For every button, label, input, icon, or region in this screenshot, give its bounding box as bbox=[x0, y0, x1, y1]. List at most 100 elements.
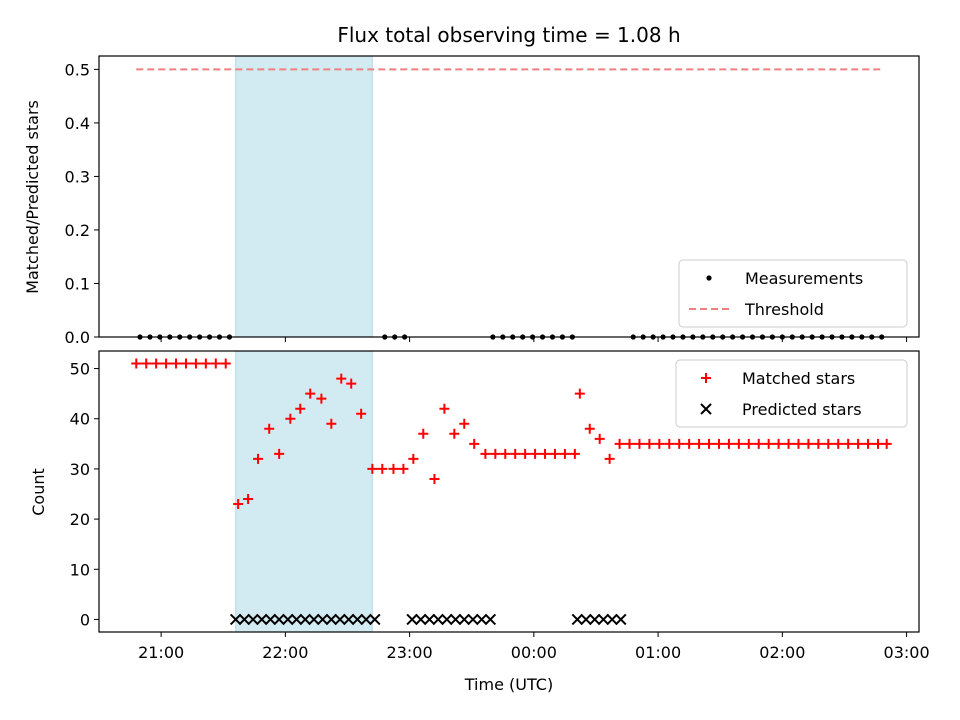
point-1-26 bbox=[484, 613, 497, 626]
xtick-label-0: 21:00 bbox=[138, 643, 184, 662]
series-matched-stars bbox=[131, 358, 892, 510]
point-0-7 bbox=[200, 358, 211, 369]
point-0-52 bbox=[654, 438, 665, 449]
legend-label-1: Predicted stars bbox=[742, 400, 862, 419]
point-0-36 bbox=[500, 448, 511, 459]
point-1-29 bbox=[589, 613, 601, 626]
ytick-label-ratio-1: 0.1 bbox=[65, 274, 90, 293]
legend-swatch-0 bbox=[701, 373, 711, 383]
point-0-59 bbox=[723, 438, 734, 449]
point-0-71 bbox=[843, 438, 854, 449]
point-0-13 bbox=[264, 423, 275, 434]
point-0-50 bbox=[634, 438, 645, 449]
point-1-4 bbox=[264, 613, 277, 626]
xtick-label-6: 03:00 bbox=[884, 643, 930, 662]
point-1-8 bbox=[299, 613, 311, 626]
point-1-6 bbox=[282, 613, 294, 626]
point-0-1 bbox=[141, 358, 152, 369]
point-0-26 bbox=[398, 463, 409, 474]
point-0-32 bbox=[459, 418, 470, 429]
point-0-64 bbox=[773, 438, 784, 449]
point-1-27 bbox=[571, 613, 584, 626]
point-0-9 bbox=[220, 358, 231, 369]
point-1-20 bbox=[432, 613, 444, 626]
point-0-0 bbox=[131, 358, 142, 369]
point-1-31 bbox=[606, 613, 618, 626]
legend-ratio: Measurements Threshold bbox=[678, 259, 908, 328]
point-1-11 bbox=[325, 613, 338, 626]
point-0-38 bbox=[520, 448, 531, 459]
point-0-23 bbox=[367, 463, 378, 474]
point-0-28 bbox=[418, 428, 429, 439]
series-predicted-stars bbox=[229, 613, 627, 626]
point-0-24 bbox=[377, 463, 388, 474]
xlabel: Time (UTC) bbox=[464, 675, 553, 694]
point-0-51 bbox=[644, 438, 655, 449]
ytick-label-count-3: 30 bbox=[70, 460, 90, 479]
point-0-35 bbox=[490, 448, 501, 459]
point-0-57 bbox=[704, 438, 715, 449]
ytick-label-count-0: 0 bbox=[80, 610, 90, 629]
point-0-54 bbox=[674, 438, 685, 449]
point-0-53 bbox=[664, 438, 675, 449]
legend-box-ratio bbox=[678, 259, 908, 328]
legend-swatch-0 bbox=[706, 275, 712, 281]
ytick-label-count-4: 40 bbox=[70, 410, 90, 429]
point-0-37 bbox=[510, 448, 521, 459]
ylabel-ratio: Matched/Predicted stars bbox=[23, 100, 42, 294]
shaded-region-ratio bbox=[235, 55, 373, 338]
point-0-21 bbox=[346, 378, 357, 389]
point-0-58 bbox=[713, 438, 724, 449]
point-0-69 bbox=[823, 438, 834, 449]
point-0-42 bbox=[559, 448, 570, 459]
point-0-60 bbox=[733, 438, 744, 449]
point-0-74 bbox=[873, 438, 883, 449]
point-1-14 bbox=[351, 613, 364, 626]
point-0-18 bbox=[316, 393, 327, 404]
point-0-19 bbox=[326, 418, 337, 429]
ytick-label-ratio-2: 0.2 bbox=[65, 221, 90, 240]
frame-ratio bbox=[98, 55, 920, 338]
legend-swatch-1 bbox=[700, 403, 712, 415]
point-1-25 bbox=[475, 613, 488, 626]
point-1-28 bbox=[580, 613, 592, 626]
point-0-5 bbox=[180, 358, 191, 369]
point-0-22 bbox=[356, 408, 367, 419]
point-0-72 bbox=[853, 438, 864, 449]
point-1-2 bbox=[247, 613, 259, 626]
point-0-33 bbox=[469, 438, 480, 449]
point-0-15 bbox=[285, 413, 296, 424]
point-1-15 bbox=[360, 613, 372, 626]
point-1-18 bbox=[415, 613, 427, 626]
xtick-label-1: 22:00 bbox=[262, 643, 308, 662]
ytick-label-ratio-4: 0.4 bbox=[65, 114, 90, 133]
point-0-62 bbox=[753, 438, 764, 449]
point-1-5 bbox=[273, 613, 285, 626]
point-0-70 bbox=[833, 438, 844, 449]
point-0-63 bbox=[763, 438, 774, 449]
point-0-55 bbox=[684, 438, 695, 449]
point-0-34 bbox=[480, 448, 491, 459]
point-1-32 bbox=[615, 613, 627, 626]
point-0-39 bbox=[530, 448, 541, 459]
xtick-label-5: 02:00 bbox=[759, 643, 805, 662]
point-0-17 bbox=[305, 388, 316, 399]
point-1-7 bbox=[290, 613, 303, 626]
point-1-19 bbox=[423, 613, 436, 626]
point-0-11 bbox=[243, 494, 254, 505]
point-1-13 bbox=[343, 613, 355, 626]
point-0-67 bbox=[803, 438, 814, 449]
point-1-16 bbox=[369, 613, 381, 626]
point-0-6 bbox=[190, 358, 201, 369]
point-0-43 bbox=[569, 448, 580, 459]
ylabel-count: Count bbox=[29, 468, 48, 516]
ytick-label-ratio-0: 0.0 bbox=[65, 328, 90, 347]
point-1-24 bbox=[467, 613, 479, 626]
shaded-region-count bbox=[235, 350, 373, 633]
point-0-4 bbox=[171, 358, 182, 369]
point-0-2 bbox=[151, 358, 162, 369]
point-0-48 bbox=[614, 438, 625, 449]
point-0-31 bbox=[449, 428, 460, 439]
point-1-0 bbox=[229, 613, 242, 626]
point-0-20 bbox=[336, 373, 347, 384]
